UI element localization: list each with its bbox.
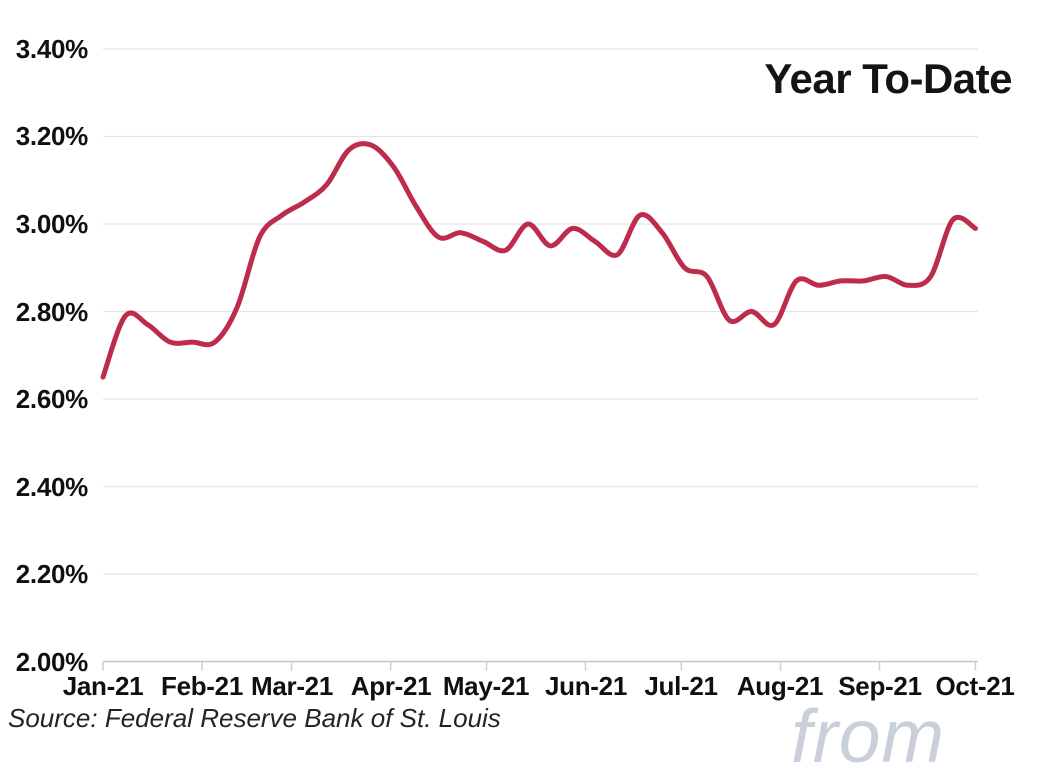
rate-line-series [100, 141, 978, 380]
chart-title: Year To-Date [764, 55, 1012, 102]
y-axis-label: 2.80% [15, 297, 89, 327]
x-axis-label: Apr-21 [350, 671, 432, 701]
x-axis-label: Mar-21 [250, 671, 333, 701]
y-axis-label: 2.60% [15, 384, 89, 414]
y-axis-label: 3.40% [15, 34, 89, 64]
x-axis-label: Aug-21 [736, 671, 824, 701]
y-axis-label: 2.00% [15, 647, 89, 677]
y-axis-label: 2.40% [15, 472, 89, 502]
line-chart-plot [100, 48, 978, 671]
watermark-text: from [791, 694, 945, 778]
x-axis-label: Jan-21 [62, 671, 144, 701]
mortgage-rate-chart: 3.40% 3.20% 3.00% 2.80% 2.60% 2.40% 2.20% 2.00%… [8, 34, 1015, 774]
y-axis-label: 3.20% [15, 121, 89, 151]
x-axis-label: Sep-21 [838, 671, 922, 701]
x-axis-label: Jun-21 [544, 671, 627, 701]
x-axis-label: May-21 [442, 671, 530, 701]
source-note: Source: Federal Reserve Bank of St. Loui… [8, 703, 501, 733]
y-axis-label: 3.00% [15, 209, 89, 239]
y-axis-label: 2.20% [15, 559, 89, 589]
x-axis-label: Oct-21 [935, 671, 1015, 701]
x-axis-label: Feb-21 [160, 671, 243, 701]
x-axis-label: Jul-21 [644, 671, 718, 701]
